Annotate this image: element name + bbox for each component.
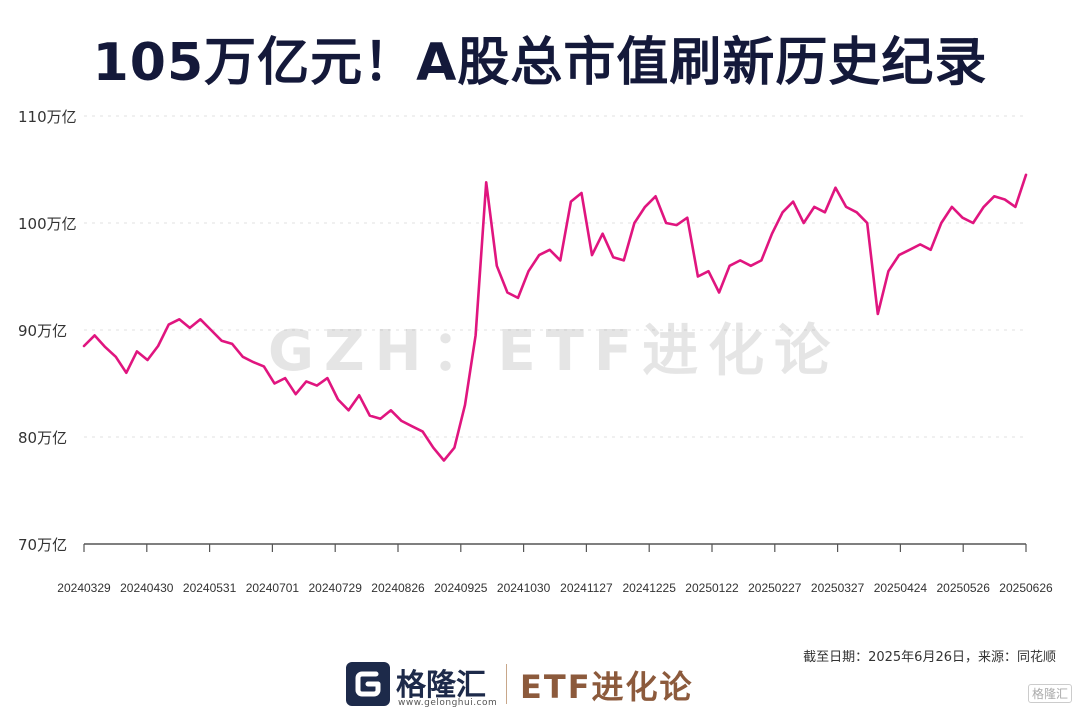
x-tick-label: 20250227 xyxy=(748,581,802,595)
chart-title: 105万亿元！A股总市值刷新历史纪录 xyxy=(92,33,988,93)
x-tick-label: 20250424 xyxy=(874,581,928,595)
x-tick-label: 20240430 xyxy=(120,581,174,595)
y-tick-label: 70万亿 xyxy=(18,536,67,554)
x-tick-label: 20250626 xyxy=(999,581,1053,595)
y-tick-label: 90万亿 xyxy=(18,322,67,340)
x-tick-label: 20241225 xyxy=(623,581,677,595)
x-tick-label: 20241127 xyxy=(560,581,613,595)
series-line xyxy=(82,173,1028,462)
watermark: GZH：ETF进化论 xyxy=(268,319,841,384)
x-tick-label: 20240826 xyxy=(371,581,425,595)
source-note: 截至日期：2025年6月26日，来源：同花顺 xyxy=(803,650,1056,665)
x-tick-label: 20250526 xyxy=(937,581,991,595)
y-axis-ticks: 70万亿 80万亿 90万亿 100万亿 110万亿 xyxy=(18,108,77,554)
grid-lines xyxy=(84,115,1026,438)
x-tick-label: 20240329 xyxy=(57,581,111,595)
x-tick-label: 20240531 xyxy=(183,581,237,595)
x-tick-label: 20250122 xyxy=(685,581,739,595)
y-tick-label: 80万亿 xyxy=(18,429,67,447)
x-axis-ticks: 20240329 20240430 20240531 20240701 20240729… xyxy=(57,544,1053,595)
x-tick-label: 20240729 xyxy=(309,581,363,595)
x-tick-label: 20240925 xyxy=(434,581,488,595)
logo-name: 格隆汇 xyxy=(396,668,486,703)
y-tick-label: 110万亿 xyxy=(18,108,77,126)
gelonghui-logo-icon xyxy=(346,662,390,706)
y-tick-label: 100万亿 xyxy=(18,215,77,233)
brand-name: ETF进化论 xyxy=(520,668,694,706)
corner-badge: 格隆汇 xyxy=(1027,684,1072,703)
logo-url: www.gelonghui.com xyxy=(398,698,498,708)
footer-divider xyxy=(506,664,507,704)
x-tick-label: 20241030 xyxy=(497,581,551,595)
footer: 格隆汇 www.gelonghui.com ETF进化论 格隆汇 xyxy=(0,656,1080,714)
x-tick-label: 20240701 xyxy=(246,581,300,595)
x-tick-label: 20250327 xyxy=(811,581,865,595)
